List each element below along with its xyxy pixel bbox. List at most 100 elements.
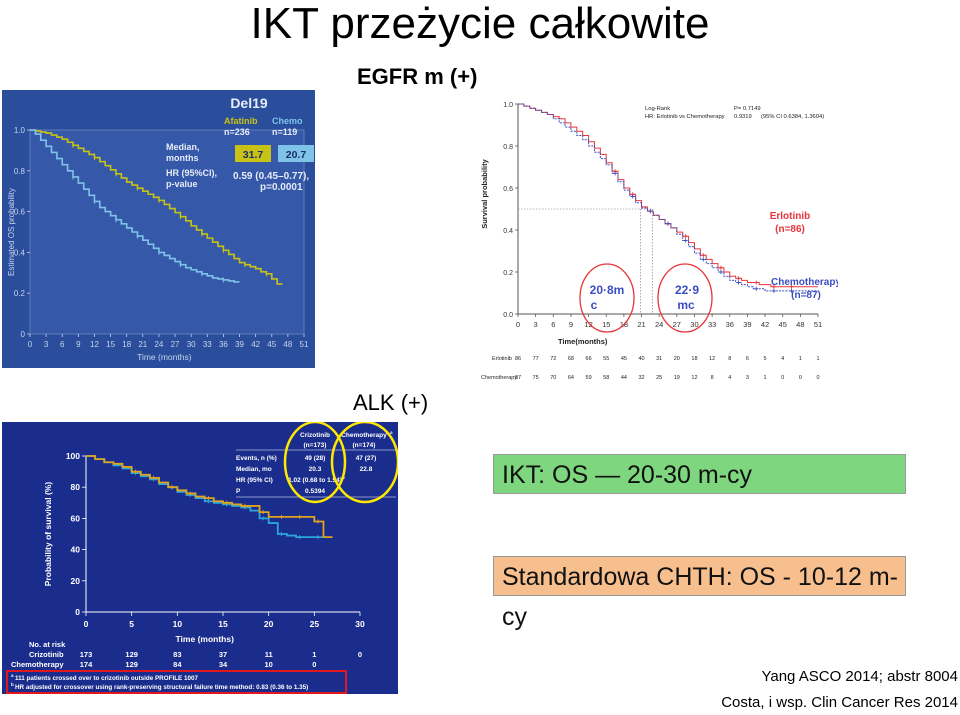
risk-value: 20 <box>674 356 680 362</box>
y-tick-label: 60 <box>71 513 81 523</box>
highlight-ellipse-chemo <box>330 422 398 504</box>
censor-mark <box>789 288 794 293</box>
y-tick-label: 0 <box>21 330 26 339</box>
censor-mark <box>771 284 776 289</box>
risk-value: 12 <box>691 375 697 381</box>
x-tick-label: 51 <box>300 340 309 349</box>
x-tick-label: 27 <box>171 340 180 349</box>
risk-value: 8 <box>728 356 731 362</box>
alk-label: ALK (+) <box>353 390 429 415</box>
series-line-chemotherapy <box>86 455 333 539</box>
median-circle-2 <box>657 263 713 333</box>
egfr-label: EGFR m (+) <box>357 64 478 89</box>
hr-label: p-value <box>166 179 198 189</box>
table-value-crizotinib: 1.02 (0.68 to 1.54) <box>288 477 342 484</box>
risk-value: 1 <box>816 356 819 362</box>
legend-chemo: Chemo <box>272 116 303 126</box>
table-col2-n: (n=174) <box>353 442 376 449</box>
median-label: Median, <box>166 142 200 152</box>
table-row-label: P <box>236 488 241 495</box>
risk-value: 64 <box>568 375 574 381</box>
censor-mark <box>261 516 266 521</box>
censor-mark <box>648 209 653 214</box>
y-tick-label: 0.4 <box>503 228 513 235</box>
median-circle-1 <box>579 263 635 333</box>
risk-value: 1 <box>764 375 767 381</box>
risk-value: 77 <box>533 356 539 362</box>
footnote: HR adjusted for crossover using rank-pre… <box>15 684 308 691</box>
risk-value: 58 <box>603 375 609 381</box>
median-chemo-value: 22·9 <box>675 283 699 297</box>
x-axis-label: Time (months) <box>137 352 192 362</box>
censor-mark <box>297 535 302 540</box>
x-tick-label: 24 <box>655 320 663 329</box>
risk-value: 0 <box>799 375 802 381</box>
risk-value: 1 <box>799 356 802 362</box>
risk-value: 12 <box>709 356 715 362</box>
risk-value: 31 <box>656 356 662 362</box>
censor-mark <box>736 280 741 285</box>
y-tick-label: 1.0 <box>14 126 26 135</box>
risk-value: 55 <box>603 356 609 362</box>
x-tick-label: 15 <box>106 340 115 349</box>
censor-mark <box>188 491 193 496</box>
median-afatinib-box <box>235 145 271 162</box>
risk-value: 6 <box>746 356 749 362</box>
x-tick-label: 3 <box>534 320 538 329</box>
chart-title: Del19 <box>230 95 268 111</box>
y-tick-label: 40 <box>71 545 81 555</box>
x-tick-label: 42 <box>761 320 769 329</box>
x-tick-label: 12 <box>90 340 99 349</box>
x-tick-label: 27 <box>673 320 681 329</box>
risk-value: 11 <box>265 650 273 659</box>
median-erlotinib-value: 20·8m <box>590 283 625 297</box>
label-erlotinib: Erlotinib <box>770 211 811 222</box>
y-axis-label: Survival probability <box>480 158 489 228</box>
x-tick-label: 18 <box>122 340 131 349</box>
x-tick-label: 45 <box>267 340 276 349</box>
chart-del19: 00.20.40.60.81.00 3 6 9 12 15 18 21 24 27 30 33 36 39… <box>2 90 315 368</box>
table-col2: Chemotherapy <box>341 432 387 439</box>
censor-mark <box>701 253 706 258</box>
series-line-chemo <box>30 129 240 283</box>
table-row-label: HR (95% CI) <box>236 477 273 484</box>
risk-row-name: Chemotherapy <box>11 660 64 669</box>
x-tick-label: 51 <box>814 320 822 329</box>
hr-label: HR (95%CI), <box>166 168 217 178</box>
table-col1-n: (n=173) <box>304 442 327 449</box>
risk-value: 129 <box>125 660 138 669</box>
x-tick-label: 21 <box>637 320 645 329</box>
risk-value: 0 <box>816 375 819 381</box>
x-tick-label: 36 <box>219 340 228 349</box>
risk-row-name: Chemotherapy <box>481 375 517 381</box>
label-chemotherapy: Chemotherapy <box>771 277 838 288</box>
censor-mark <box>151 475 156 480</box>
censor-mark <box>630 194 635 199</box>
censor-mark <box>297 514 302 519</box>
x-tick-label: 45 <box>779 320 787 329</box>
table-value-crizotinib: 49 (28) <box>305 455 326 462</box>
y-tick-label: 0.2 <box>14 289 26 298</box>
risk-value: 174 <box>80 660 93 669</box>
label-erlotinib-n: (n=86) <box>775 224 805 235</box>
median-afatinib: 31.7 <box>243 149 264 161</box>
y-tick-label: 0.2 <box>503 270 513 277</box>
series-line-erlotinib <box>518 103 818 288</box>
censor-mark <box>279 514 284 519</box>
x-tick-label: 25 <box>310 619 320 629</box>
x-tick-label: 30 <box>187 340 196 349</box>
risk-value: 3 <box>746 375 749 381</box>
reference-yang: Yang ASCO 2014; abstr 8004 <box>761 668 958 685</box>
median-chemo-unit: mc <box>677 298 695 312</box>
label-chemotherapy-n: (n=87) <box>791 290 821 301</box>
censor-mark <box>206 496 211 501</box>
x-tick-label: 33 <box>708 320 716 329</box>
censor-mark <box>224 500 229 505</box>
censor-mark <box>754 280 759 285</box>
legend-afatinib: Afatinib <box>224 116 258 126</box>
censor-mark <box>261 510 266 515</box>
x-axis-label: Time (months) <box>176 634 235 644</box>
table-col1: Crizotinib <box>300 432 330 439</box>
risk-value: 5 <box>764 356 767 362</box>
table-value-crizotinib: 20.3 <box>309 466 322 473</box>
